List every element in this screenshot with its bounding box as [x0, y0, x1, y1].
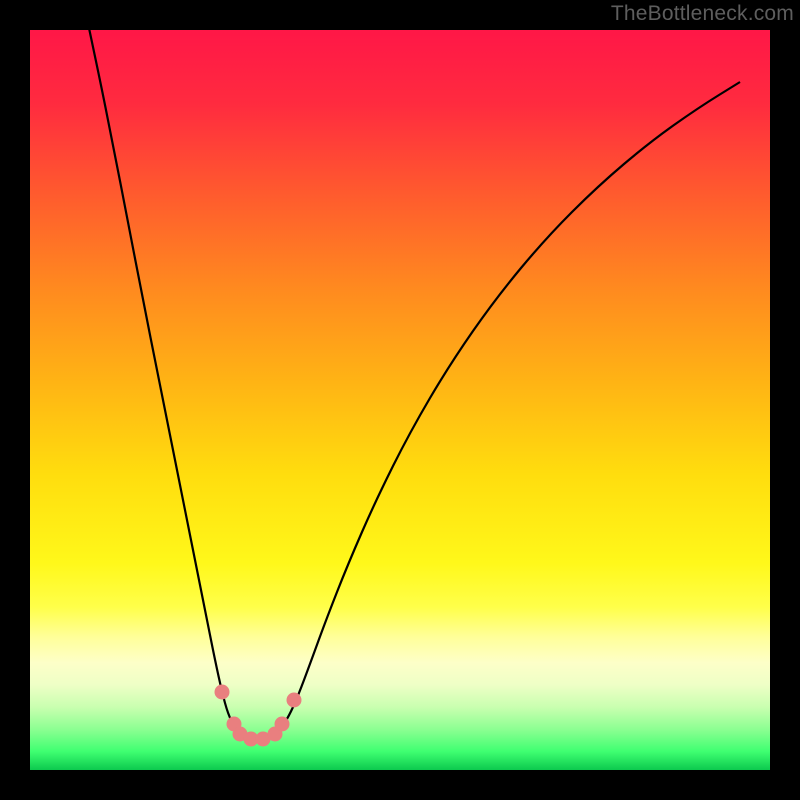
watermark-text: TheBottleneck.com [611, 2, 794, 26]
plot-area [30, 30, 770, 770]
gradient-background [30, 30, 770, 770]
